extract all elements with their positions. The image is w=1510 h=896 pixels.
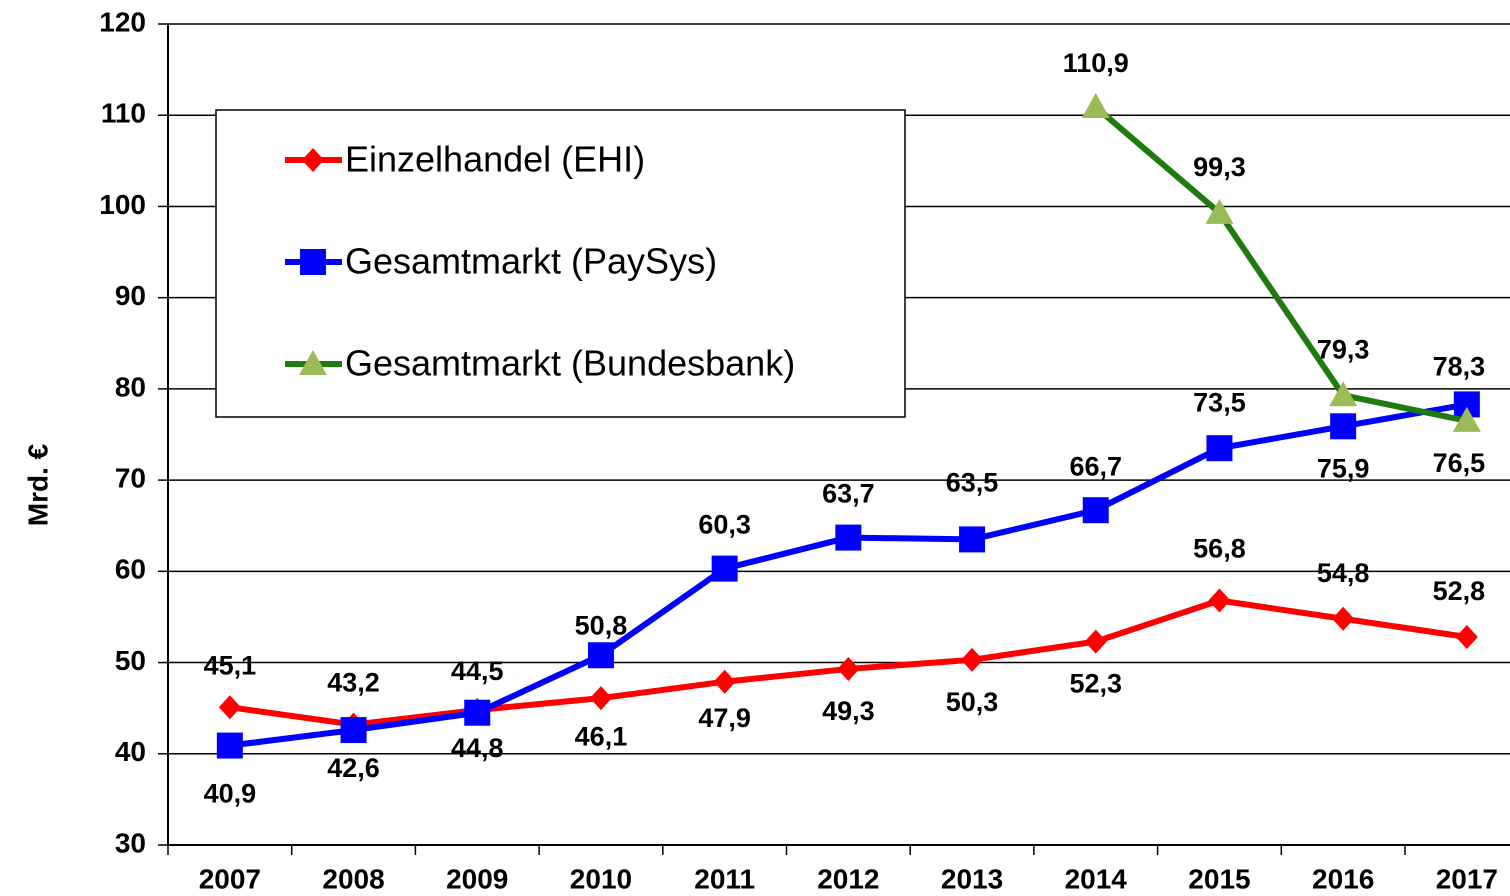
y-tick-label: 30 [115, 827, 146, 858]
value-label: 75,9 [1317, 453, 1370, 483]
x-tick-label: 2016 [1312, 863, 1374, 894]
marker [299, 350, 327, 375]
marker [1205, 198, 1234, 224]
series: 45,1 43,2 44,8 46,1 47,9 49,3 50,3 52,3 56,8 54,8… [204, 534, 1486, 763]
value-label: 50,8 [575, 610, 628, 640]
x-tick-label: 2007 [199, 863, 261, 894]
marker [587, 642, 614, 669]
marker [300, 249, 326, 275]
value-label: 66,7 [1069, 451, 1122, 481]
marker [216, 732, 243, 759]
value-label: 49,3 [822, 696, 875, 726]
value-label: 40,9 [204, 779, 257, 809]
value-label: 63,7 [822, 479, 875, 509]
legend-label: Gesamtmarkt (Bundesbank) [345, 343, 795, 384]
line [229, 401, 1468, 749]
value-label: 110,9 [1063, 48, 1129, 78]
y-axis-label: Mrd. € [22, 443, 53, 526]
value-label: 46,1 [575, 721, 628, 751]
marker [1329, 381, 1358, 407]
value-label: 63,5 [946, 468, 999, 498]
value-label: 43,2 [327, 668, 380, 698]
y-tick-label: 50 [115, 645, 146, 676]
marker [340, 717, 367, 744]
marker [713, 669, 736, 694]
y-tick-label: 100 [99, 189, 146, 220]
y-tick-label: 110 [101, 98, 146, 129]
marker [711, 555, 738, 582]
marker [1208, 588, 1231, 613]
value-label: 44,5 [451, 656, 504, 686]
marker [1082, 497, 1109, 524]
series: 110,9 99,3 79,3 76,5 [1063, 48, 1485, 478]
marker [218, 695, 241, 720]
marker [1332, 606, 1355, 631]
x-tick-label: 2013 [941, 863, 1003, 894]
x-tick-label: 2011 [694, 863, 755, 894]
marker [835, 524, 862, 551]
y-tick-label: 60 [115, 554, 146, 585]
marker [589, 686, 612, 711]
marker [302, 148, 324, 172]
legend-label: Einzelhandel (EHI) [345, 139, 645, 180]
marker [961, 647, 984, 672]
marker [837, 656, 860, 681]
value-label: 78,3 [1433, 352, 1486, 382]
x-tick-label: 2014 [1065, 863, 1128, 894]
x-tick-label: 2009 [446, 863, 508, 894]
x-tick-label: 2008 [322, 863, 384, 894]
y-tick-label: 90 [115, 280, 146, 311]
marker [464, 699, 491, 726]
value-label: 52,3 [1069, 669, 1122, 699]
value-label: 79,3 [1317, 334, 1370, 364]
value-label: 54,8 [1317, 558, 1370, 588]
x-tick-label: 2010 [570, 863, 632, 894]
x-tick-label: 2015 [1188, 863, 1250, 894]
series: 40,9 42,6 44,5 50,8 60,3 63,7 63,5 66,7 73,5 75,9… [204, 352, 1486, 809]
marker [1452, 406, 1481, 432]
value-label: 73,5 [1193, 387, 1246, 417]
marker [1081, 93, 1110, 119]
marker [1455, 625, 1478, 650]
y-tick-label: 80 [115, 371, 146, 402]
line [1093, 104, 1468, 424]
x-tick-label: 2012 [817, 863, 879, 894]
x-tick-label: 2017 [1436, 863, 1498, 894]
value-label: 42,6 [327, 753, 380, 783]
marker [959, 526, 986, 553]
legend-label: Gesamtmarkt (PaySys) [345, 241, 717, 282]
marker [1206, 435, 1233, 462]
value-label: 56,8 [1193, 534, 1246, 564]
value-label: 50,3 [946, 687, 999, 717]
value-label: 47,9 [698, 703, 751, 733]
value-label: 99,3 [1193, 152, 1246, 182]
value-label: 52,8 [1433, 576, 1486, 606]
value-label: 60,3 [698, 510, 751, 540]
value-label: 44,8 [451, 733, 504, 763]
value-label: 76,5 [1433, 448, 1486, 478]
y-tick-label: 70 [115, 463, 146, 494]
legend: Einzelhandel (EHI) Gesamtmarkt (PaySys) Ge… [215, 109, 906, 418]
marker [1084, 629, 1107, 654]
marker [1330, 413, 1357, 440]
y-tick-label: 40 [115, 736, 146, 767]
value-label: 45,1 [204, 650, 257, 680]
y-tick-label: 120 [99, 6, 146, 37]
